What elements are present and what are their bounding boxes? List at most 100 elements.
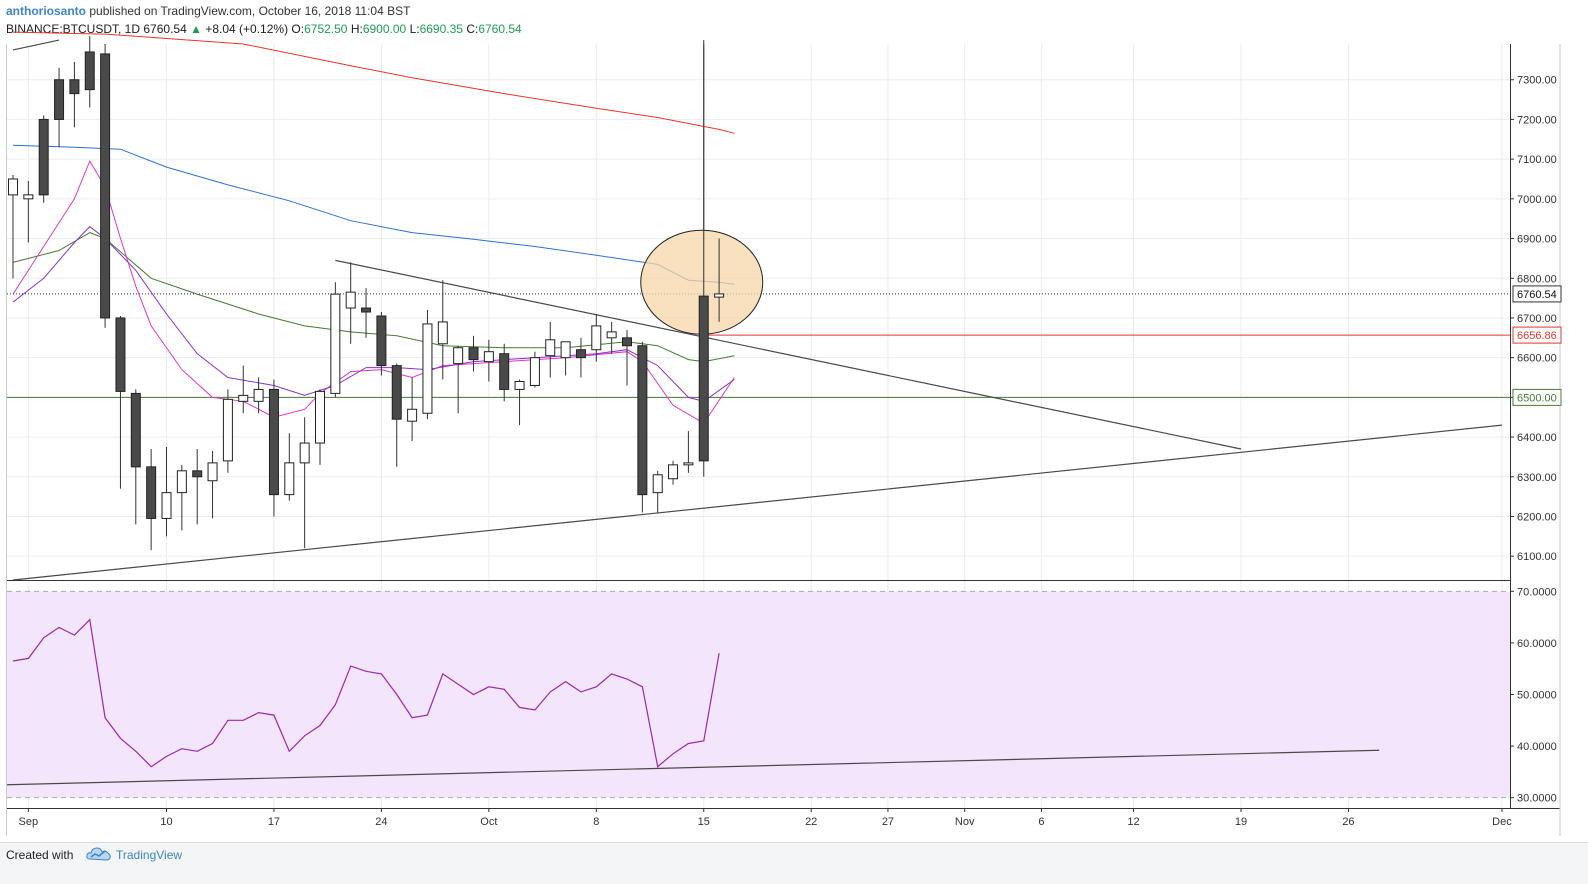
level-label-bg: [1512, 388, 1562, 406]
open-label: O:: [291, 22, 305, 36]
rsi-line: [12, 618, 720, 768]
y-tick-label: 6200.00: [1517, 511, 1557, 523]
rsi-band-fill: [7, 591, 1510, 798]
x-tick-label: 12: [1127, 816, 1139, 828]
y-tick-label: 7000.00: [1517, 194, 1557, 206]
candle-body: [499, 353, 510, 390]
x-tick-label: 15: [698, 816, 710, 828]
candle-body: [330, 293, 341, 394]
last-price-label-bg: [1512, 285, 1562, 303]
y-tick-label: 6700.00: [1517, 313, 1557, 325]
publish-info: anthoriosanto published on TradingView.c…: [6, 4, 410, 18]
candle-body: [529, 357, 540, 386]
level-label: 6656.86: [1517, 330, 1557, 342]
x-tick-label: Dec: [1492, 816, 1512, 828]
candle-body: [84, 51, 95, 91]
x-tick-label: Nov: [955, 816, 975, 828]
candle-body: [146, 466, 157, 519]
ma-line: [12, 144, 735, 285]
x-tick-label: 6: [1038, 816, 1044, 828]
candle-body: [652, 474, 663, 494]
x-tick-label: Oct: [480, 816, 497, 828]
candle-body: [69, 79, 80, 95]
price-labels: 6760.54 6656.86 6500.00: [1512, 285, 1562, 406]
y-tick-label: 7300.00: [1517, 75, 1557, 87]
close-label: C:: [466, 22, 479, 36]
candle-body: [376, 315, 387, 367]
symbol-legend: BINANCE:BTCUSDT, 1D 6760.54 ▲ +8.04 (+0.…: [6, 22, 522, 36]
x-tick-label: 19: [1235, 816, 1247, 828]
x-tick-label: 22: [805, 816, 817, 828]
axes: 6100.00 6200.00 6300.00 6400.00 6500.00 6600.…: [6, 44, 1561, 836]
candle-body: [315, 390, 325, 444]
candle-body: [668, 464, 679, 480]
open-value: 6752.50: [304, 22, 348, 36]
tradingview-brand-link[interactable]: TradingView: [116, 848, 183, 862]
trendlines: [12, 39, 1503, 581]
candle-body: [284, 462, 295, 496]
y-tick-label: 6300.00: [1517, 472, 1557, 484]
candle-body: [575, 349, 586, 359]
candle-body: [299, 442, 310, 464]
y-tick-label: 6800.00: [1517, 273, 1557, 285]
candle-body: [422, 323, 433, 414]
candle-body: [54, 79, 65, 120]
x-tick-label: 26: [1342, 816, 1354, 828]
rsi-tick-label: 50.0000: [1517, 690, 1557, 702]
candle-body: [698, 295, 709, 462]
trendline: [12, 424, 1503, 581]
tradingview-cloud-icon[interactable]: [86, 845, 112, 863]
ma-line: [12, 31, 735, 134]
trendline: [335, 259, 1242, 450]
candle-body: [514, 380, 525, 390]
candle-body: [115, 317, 126, 392]
candle-body: [437, 321, 448, 345]
candle-body: [391, 365, 402, 420]
candles: [8, 36, 725, 551]
x-tick-label: 24: [375, 816, 387, 828]
candle-body: [622, 337, 632, 347]
rsi-trendline: [6, 749, 1380, 786]
rsi-tick-label: 70.0000: [1517, 586, 1557, 598]
low-value: 6690.35: [419, 22, 463, 36]
x-tick-label: 17: [268, 816, 280, 828]
close-value: 6760.54: [478, 22, 522, 36]
chart-canvas[interactable]: 6100.00 6200.00 6300.00 6400.00 6500.00 6600.…: [0, 0, 1588, 842]
x-tick-label: Sep: [19, 816, 39, 828]
rsi-band: [7, 590, 1510, 799]
created-with-label: Created with: [6, 848, 74, 862]
change-arrow-icon: ▲: [190, 22, 202, 36]
level-label-bg: [1512, 326, 1562, 344]
footer: [0, 842, 1588, 884]
candle-body: [207, 462, 218, 482]
y-tick-label: 6400.00: [1517, 432, 1557, 444]
high-value: 6900.00: [362, 22, 407, 36]
candle-body: [8, 178, 18, 196]
candle-body: [637, 345, 648, 496]
candle-body: [38, 118, 49, 196]
candle-body: [483, 351, 494, 363]
chart-header: anthoriosanto published on TradingView.c…: [0, 0, 1588, 40]
rsi-tick-label: 40.0000: [1517, 741, 1557, 753]
y-tick-label: 7200.00: [1517, 114, 1557, 126]
candle-body: [176, 470, 187, 494]
y-tick-label: 6100.00: [1517, 551, 1557, 563]
high-label: H:: [350, 22, 363, 36]
y-tick-label: 6600.00: [1517, 353, 1557, 365]
low-label: L:: [409, 22, 420, 36]
candle-body: [468, 347, 479, 361]
y-tick-label: 7100.00: [1517, 154, 1557, 166]
candle-body: [560, 341, 571, 359]
candle-body: [407, 408, 418, 422]
last-price-label: 6760.54: [1517, 289, 1557, 301]
x-tick-label: 27: [882, 816, 894, 828]
candle-body: [222, 398, 233, 462]
candle-body: [161, 492, 172, 519]
x-tick-label: 10: [160, 816, 172, 828]
last-price-value: 6760.54: [143, 22, 187, 36]
author-link[interactable]: anthoriosanto: [6, 4, 86, 18]
candle-body: [192, 470, 203, 478]
candle-body: [453, 347, 464, 365]
y-tick-label: 6900.00: [1517, 234, 1557, 246]
horizontal-levels: [7, 44, 1510, 398]
